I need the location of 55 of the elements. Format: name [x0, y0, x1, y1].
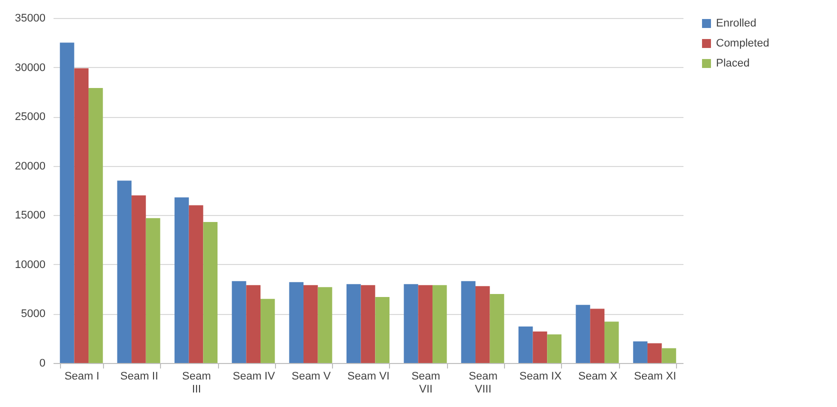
x-tick-label: Seam III — [182, 370, 211, 396]
bar — [490, 294, 504, 363]
x-tick-label: Seam X — [578, 370, 618, 382]
bar — [117, 180, 132, 363]
y-tick-label: 20000 — [14, 160, 46, 172]
y-tick-label: 15000 — [14, 210, 46, 222]
y-tick-label: 5000 — [21, 308, 46, 320]
y-tick-label: 10000 — [14, 258, 46, 271]
bar — [232, 281, 246, 363]
bar — [547, 334, 562, 363]
y-tick-label: 25000 — [14, 111, 46, 124]
bar — [260, 298, 275, 363]
bar — [132, 195, 146, 363]
x-tick-label: Seam V — [292, 370, 332, 382]
bar — [174, 197, 189, 363]
bar — [304, 285, 318, 363]
x-tick-label: Seam VI — [347, 370, 390, 382]
bar — [360, 285, 376, 363]
bar — [74, 68, 89, 363]
x-tick-label: Seam IX — [519, 370, 562, 382]
bar — [60, 42, 74, 363]
bar — [576, 304, 590, 363]
bar — [404, 284, 418, 363]
bar — [318, 287, 332, 363]
bar — [188, 205, 204, 363]
y-tick-label: 0 — [39, 358, 46, 370]
x-tick-label: Seam IV — [232, 370, 276, 382]
bar — [146, 218, 160, 363]
bar — [418, 285, 432, 363]
bar — [346, 284, 361, 363]
bar — [88, 88, 103, 363]
legend-label: Completed — [716, 38, 770, 50]
legend-label: Enrolled — [716, 18, 756, 30]
bar — [532, 331, 548, 363]
x-tick-label: Seam I — [64, 370, 100, 382]
bar — [662, 348, 676, 363]
x-tick-label: Seam VII — [411, 370, 440, 396]
bar — [604, 322, 619, 363]
bar — [246, 285, 261, 363]
bar — [633, 341, 648, 363]
x-tick-label: Seam XI — [634, 370, 676, 382]
bar — [475, 286, 490, 363]
y-tick-label: 35000 — [14, 12, 46, 24]
bar — [461, 281, 476, 363]
bar — [518, 326, 533, 363]
x-tick-label: Seam VIII — [468, 370, 498, 396]
bar — [375, 296, 390, 363]
x-tick-label: Seam II — [120, 370, 158, 382]
bar — [647, 343, 662, 363]
bar — [590, 308, 604, 363]
bar — [289, 282, 304, 363]
bar — [203, 222, 218, 363]
bar — [432, 285, 447, 363]
y-tick-label: 30000 — [14, 62, 46, 74]
legend-label: Placed — [716, 58, 750, 70]
